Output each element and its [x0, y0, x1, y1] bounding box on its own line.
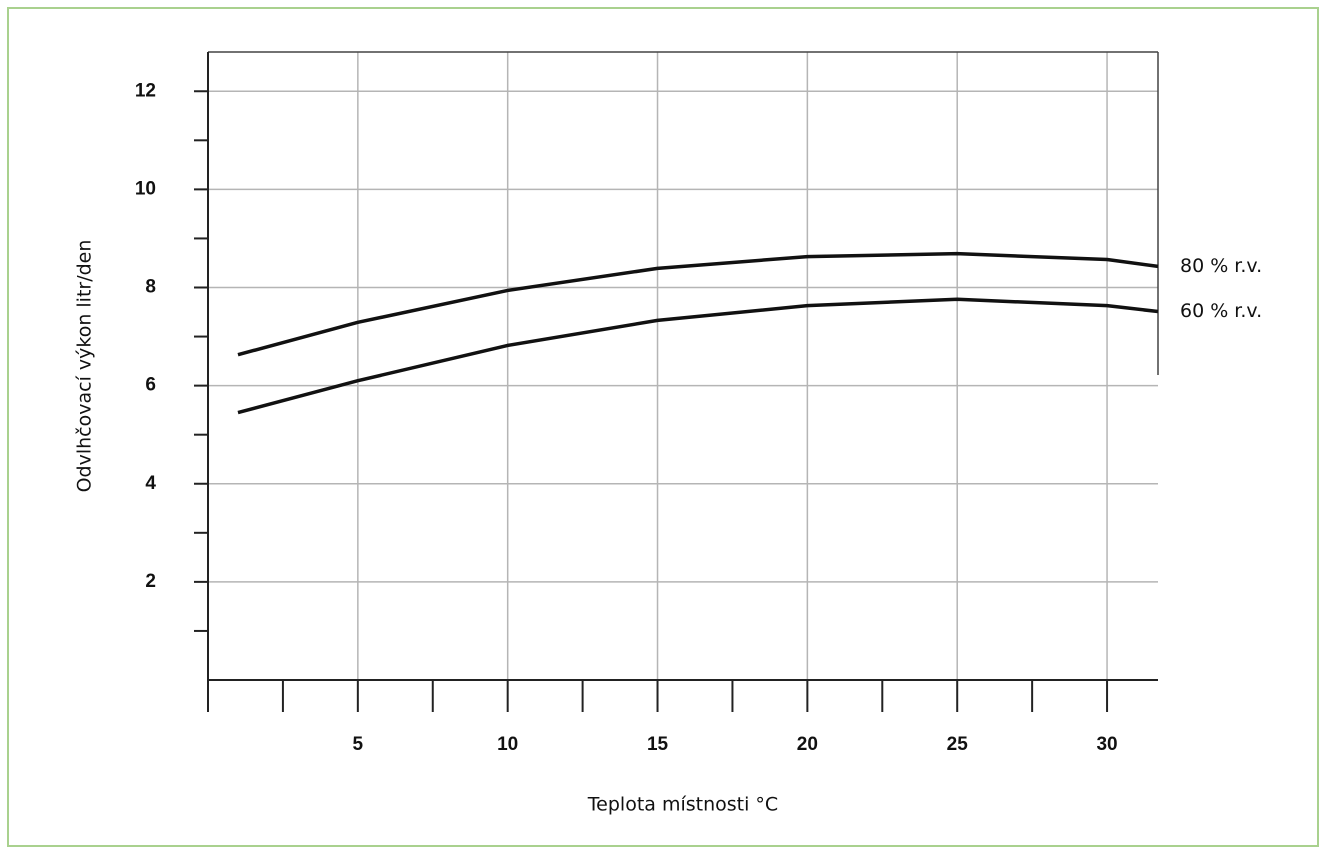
series-label: 60 % r.v.: [1180, 300, 1262, 322]
x-tick-label: 30: [1096, 734, 1117, 755]
frame: [7, 7, 1319, 847]
y-tick-label: 8: [145, 277, 156, 298]
x-tick-label: 25: [947, 734, 969, 755]
x-tick-label: 20: [797, 734, 818, 755]
series-label: 80 % r.v.: [1180, 255, 1262, 277]
y-tick-label: 4: [145, 473, 156, 494]
y-tick-label: 6: [145, 375, 156, 396]
y-axis-label: Odvlhčovací výkon litr/den: [74, 240, 96, 493]
y-tick-label: 12: [135, 80, 156, 101]
series-line: [237, 251, 1159, 357]
x-tick-label: 10: [497, 734, 518, 755]
y-tick-label: 2: [145, 571, 156, 592]
x-axis-label: Teplota místnosti °C: [587, 794, 778, 816]
y-tick-label: 10: [135, 178, 156, 199]
x-tick-label: 5: [353, 734, 364, 755]
series-line: [237, 297, 1159, 415]
x-tick-label: 15: [647, 734, 669, 755]
